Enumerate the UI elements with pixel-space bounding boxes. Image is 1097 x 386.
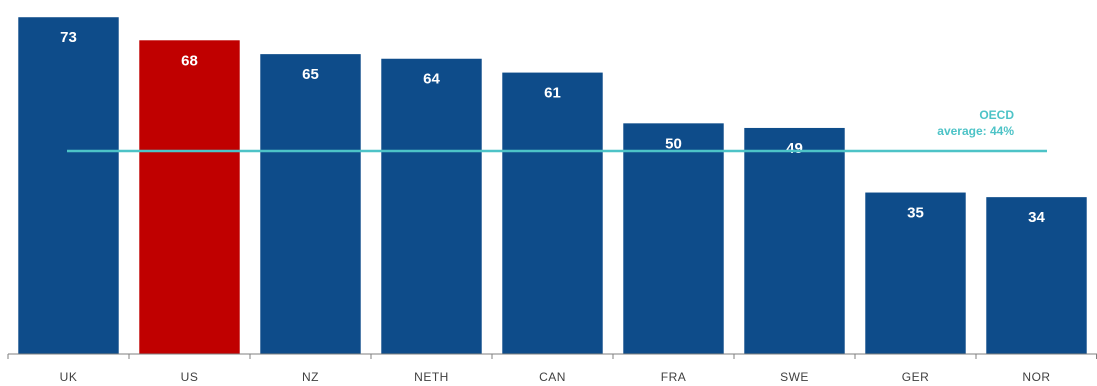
bar-value-label-nz: 65 [302, 66, 319, 83]
bar-value-label-uk: 73 [60, 29, 77, 46]
x-tick-label-ger: GER [902, 370, 930, 384]
x-tick-label-fra: FRA [661, 370, 687, 384]
x-tick-label-uk: UK [60, 370, 78, 384]
x-tick-label-us: US [181, 370, 199, 384]
bar-swe [744, 127, 845, 355]
bar-fra [623, 123, 724, 354]
bar-value-label-us: 68 [181, 52, 198, 69]
x-tick-label-nor: NOR [1022, 370, 1050, 384]
x-tick-label-neth: NETH [414, 370, 449, 384]
oecd-average-group: OECD average: 44% [67, 108, 1047, 153]
bar-nz [260, 54, 361, 355]
x-tick-label-can: CAN [539, 370, 566, 384]
bar-can [502, 72, 603, 354]
x-tick-label-swe: SWE [780, 370, 809, 384]
bar-value-label-swe: 49 [786, 140, 803, 157]
bar-neth [381, 58, 482, 354]
bar-value-label-can: 61 [544, 85, 561, 102]
bar-uk [18, 17, 119, 355]
bar-value-label-neth: 64 [423, 71, 440, 88]
x-axis: UK US NZ NETH CAN FRA SWE GER NOR [7, 353, 1097, 384]
bar-value-label-nor: 34 [1028, 209, 1045, 226]
oecd-average-label-line1: OECD [979, 108, 1014, 122]
bar-nor [986, 197, 1087, 354]
bar-value-label-ger: 35 [907, 205, 924, 222]
bar-value-label-fra: 50 [665, 135, 682, 152]
bar-ger [865, 192, 966, 354]
x-tick-label-nz: NZ [302, 370, 319, 384]
oecd-average-label-line2: average: 44% [937, 124, 1014, 138]
bar-us [139, 40, 240, 354]
bars-group: 73 68 65 64 61 50 49 35 34 [18, 17, 1087, 355]
